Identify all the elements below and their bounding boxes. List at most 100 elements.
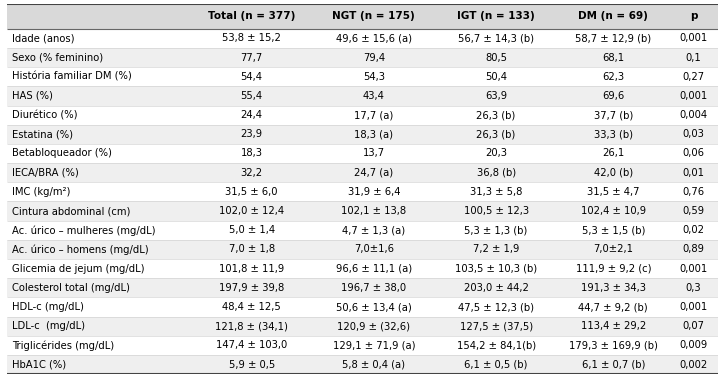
- Text: Sexo (% feminino): Sexo (% feminino): [12, 53, 104, 62]
- Bar: [7, 163, 718, 182]
- Bar: [7, 86, 718, 105]
- Text: Estatina (%): Estatina (%): [12, 129, 73, 139]
- Bar: [7, 105, 718, 125]
- Text: 196,7 ± 38,0: 196,7 ± 38,0: [341, 283, 407, 293]
- Text: 47,5 ± 12,3 (b): 47,5 ± 12,3 (b): [458, 302, 534, 312]
- Text: 33,3 (b): 33,3 (b): [594, 129, 633, 139]
- Text: 50,4: 50,4: [485, 72, 507, 82]
- Text: 26,3 (b): 26,3 (b): [476, 110, 515, 120]
- Text: 120,9 ± (32,6): 120,9 ± (32,6): [337, 321, 410, 331]
- Text: IMC (kg/m²): IMC (kg/m²): [12, 187, 70, 197]
- Text: 203,0 ± 44,2: 203,0 ± 44,2: [463, 283, 529, 293]
- Bar: [7, 297, 718, 317]
- Bar: [7, 278, 718, 297]
- Text: 31,3 ± 5,8: 31,3 ± 5,8: [470, 187, 522, 197]
- Text: 68,1: 68,1: [602, 53, 624, 62]
- Bar: [7, 221, 718, 240]
- Text: p: p: [690, 11, 697, 21]
- Bar: [7, 259, 718, 278]
- Text: 44,7 ± 9,2 (b): 44,7 ± 9,2 (b): [579, 302, 648, 312]
- Text: HDL-c (mg/dL): HDL-c (mg/dL): [12, 302, 84, 312]
- Text: 32,2: 32,2: [241, 168, 262, 178]
- Text: Idade (anos): Idade (anos): [12, 33, 75, 43]
- Text: 0,3: 0,3: [686, 283, 701, 293]
- Text: 129,1 ± 71,9 (a): 129,1 ± 71,9 (a): [333, 341, 415, 350]
- Text: 43,4: 43,4: [363, 91, 385, 101]
- Bar: [7, 4, 718, 29]
- Text: DM (n = 69): DM (n = 69): [579, 11, 648, 21]
- Text: 7,0±2,1: 7,0±2,1: [593, 245, 634, 254]
- Text: 0,07: 0,07: [683, 321, 705, 331]
- Text: 6,1 ± 0,5 (b): 6,1 ± 0,5 (b): [465, 359, 528, 370]
- Text: 69,6: 69,6: [602, 91, 624, 101]
- Text: 17,7 (a): 17,7 (a): [355, 110, 394, 120]
- Text: 31,5 ± 6,0: 31,5 ± 6,0: [225, 187, 278, 197]
- Text: 0,004: 0,004: [679, 110, 708, 120]
- Text: HAS (%): HAS (%): [12, 91, 53, 101]
- Text: 37,7 (b): 37,7 (b): [594, 110, 633, 120]
- Text: Ac. úrico – homens (mg/dL): Ac. úrico – homens (mg/dL): [12, 244, 149, 255]
- Text: 18,3: 18,3: [241, 149, 262, 158]
- Text: HbA1C (%): HbA1C (%): [12, 359, 67, 370]
- Text: 102,4 ± 10,9: 102,4 ± 10,9: [581, 206, 646, 216]
- Text: 0,01: 0,01: [683, 168, 705, 178]
- Text: 55,4: 55,4: [241, 91, 262, 101]
- Text: 0,001: 0,001: [679, 302, 708, 312]
- Text: 102,0 ± 12,4: 102,0 ± 12,4: [219, 206, 284, 216]
- Text: 63,9: 63,9: [485, 91, 507, 101]
- Text: 101,8 ± 11,9: 101,8 ± 11,9: [219, 263, 284, 274]
- Bar: [7, 144, 718, 163]
- Text: NGT (n = 175): NGT (n = 175): [333, 11, 415, 21]
- Text: 103,5 ± 10,3 (b): 103,5 ± 10,3 (b): [455, 263, 537, 274]
- Text: 0,009: 0,009: [679, 341, 708, 350]
- Text: 5,9 ± 0,5: 5,9 ± 0,5: [228, 359, 275, 370]
- Text: Triglicérides (mg/dL): Triglicérides (mg/dL): [12, 340, 115, 351]
- Text: 18,3 (a): 18,3 (a): [355, 129, 394, 139]
- Text: 0,02: 0,02: [683, 225, 705, 235]
- Text: 113,4 ± 29,2: 113,4 ± 29,2: [581, 321, 646, 331]
- Text: Colesterol total (mg/dL): Colesterol total (mg/dL): [12, 283, 130, 293]
- Text: 191,3 ± 34,3: 191,3 ± 34,3: [581, 283, 646, 293]
- Bar: [7, 240, 718, 259]
- Text: 62,3: 62,3: [602, 72, 624, 82]
- Text: Glicemia de jejum (mg/dL): Glicemia de jejum (mg/dL): [12, 263, 145, 274]
- Text: Ac. úrico – mulheres (mg/dL): Ac. úrico – mulheres (mg/dL): [12, 225, 156, 235]
- Text: 20,3: 20,3: [485, 149, 507, 158]
- Text: 7,2 ± 1,9: 7,2 ± 1,9: [473, 245, 519, 254]
- Bar: [7, 29, 718, 48]
- Bar: [7, 182, 718, 201]
- Bar: [7, 125, 718, 144]
- Bar: [7, 67, 718, 86]
- Bar: [7, 336, 718, 355]
- Text: 7,0±1,6: 7,0±1,6: [354, 245, 394, 254]
- Text: 77,7: 77,7: [241, 53, 262, 62]
- Text: 0,001: 0,001: [679, 33, 708, 43]
- Text: 54,3: 54,3: [363, 72, 385, 82]
- Text: 36,8 (b): 36,8 (b): [476, 168, 515, 178]
- Text: História familiar DM (%): História familiar DM (%): [12, 72, 132, 82]
- Text: 56,7 ± 14,3 (b): 56,7 ± 14,3 (b): [458, 33, 534, 43]
- Text: 54,4: 54,4: [241, 72, 262, 82]
- Text: 26,1: 26,1: [602, 149, 624, 158]
- Text: 6,1 ± 0,7 (b): 6,1 ± 0,7 (b): [581, 359, 645, 370]
- Bar: [7, 317, 718, 336]
- Text: 79,4: 79,4: [362, 53, 385, 62]
- Text: 197,9 ± 39,8: 197,9 ± 39,8: [219, 283, 284, 293]
- Bar: [7, 355, 718, 374]
- Text: 96,6 ± 11,1 (a): 96,6 ± 11,1 (a): [336, 263, 412, 274]
- Text: 0,001: 0,001: [679, 263, 708, 274]
- Text: 13,7: 13,7: [362, 149, 385, 158]
- Text: 31,9 ± 6,4: 31,9 ± 6,4: [347, 187, 400, 197]
- Text: 121,8 ± (34,1): 121,8 ± (34,1): [215, 321, 288, 331]
- Text: 179,3 ± 169,9 (b): 179,3 ± 169,9 (b): [569, 341, 658, 350]
- Text: 0,06: 0,06: [683, 149, 705, 158]
- Text: 0,002: 0,002: [679, 359, 708, 370]
- Text: IECA/BRA (%): IECA/BRA (%): [12, 168, 79, 178]
- Text: 154,2 ± 84,1(b): 154,2 ± 84,1(b): [457, 341, 536, 350]
- Text: 49,6 ± 15,6 (a): 49,6 ± 15,6 (a): [336, 33, 412, 43]
- Text: 42,0 (b): 42,0 (b): [594, 168, 633, 178]
- Text: 80,5: 80,5: [485, 53, 507, 62]
- Text: 0,03: 0,03: [683, 129, 705, 139]
- Text: 5,3 ± 1,5 (b): 5,3 ± 1,5 (b): [581, 225, 645, 235]
- Text: Betabloqueador (%): Betabloqueador (%): [12, 149, 112, 158]
